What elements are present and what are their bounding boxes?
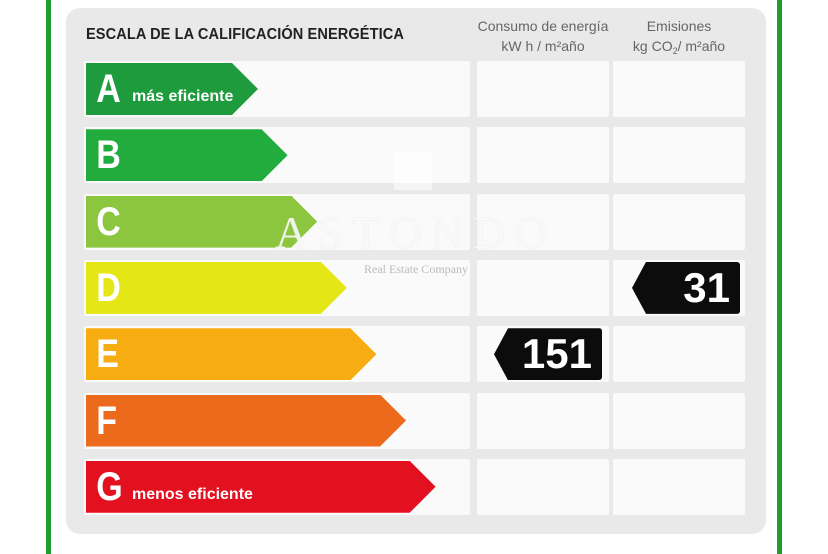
rating-row-e: E 151 bbox=[0, 326, 828, 383]
rating-row-c: C bbox=[0, 193, 828, 250]
rating-arrow-c: C bbox=[86, 196, 317, 248]
emissions-header: Emisiones kg CO2/ m²año bbox=[612, 16, 746, 61]
emissions-unit-sub: 2 bbox=[672, 46, 678, 56]
energy-value-cell bbox=[477, 127, 609, 184]
emissions-value-cell bbox=[613, 61, 745, 117]
rating-arrow-d: D bbox=[86, 262, 347, 314]
rating-row-b: B bbox=[0, 127, 828, 184]
rating-row-d: D 31 bbox=[0, 259, 828, 316]
emissions-value-cell bbox=[613, 326, 745, 383]
energy-rating-badge: 151 bbox=[494, 328, 602, 381]
rating-letter: D bbox=[96, 265, 121, 310]
rating-row-f: F bbox=[0, 392, 828, 449]
rating-note: más eficiente bbox=[132, 88, 234, 105]
scale-title: ESCALA DE LA CALIFICACIÓN ENERGÉTICA bbox=[86, 26, 404, 43]
emissions-header-line1: Emisiones bbox=[646, 18, 712, 34]
rating-arrow-e: E bbox=[86, 328, 376, 380]
emissions-unit-suffix: / m²año bbox=[677, 38, 726, 54]
rating-note: menos eficiente bbox=[132, 485, 253, 503]
emissions-rating-badge: 31 bbox=[632, 261, 740, 314]
rating-letter: C bbox=[96, 199, 121, 244]
rating-letter: E bbox=[96, 332, 119, 377]
energy-header-line2: kW h / m²año bbox=[501, 38, 585, 54]
rating-letter: G bbox=[96, 464, 123, 509]
emissions-value-cell bbox=[613, 458, 745, 515]
rating-letter: A bbox=[96, 67, 121, 111]
emissions-value-cell bbox=[613, 127, 745, 184]
rating-arrow-f: F bbox=[86, 395, 406, 447]
emissions-unit-prefix: kg CO bbox=[632, 38, 673, 54]
energy-value-cell bbox=[477, 392, 609, 449]
energy-value-cell bbox=[477, 259, 609, 316]
rating-letter: F bbox=[96, 398, 117, 443]
emissions-value-cell bbox=[613, 193, 745, 250]
energy-value-cell bbox=[477, 458, 609, 515]
energy-header-line1: Consumo de energía bbox=[477, 18, 609, 34]
emissions-header-line2: kg CO2/ m²año bbox=[612, 36, 746, 61]
rating-letter: B bbox=[96, 133, 121, 178]
rating-arrow-b: B bbox=[86, 129, 288, 181]
energy-value-cell bbox=[477, 61, 609, 117]
energy-consumption-header: Consumo de energía kW h / m²año bbox=[476, 16, 610, 56]
energy-value-cell bbox=[477, 193, 609, 250]
emissions-value-cell bbox=[613, 392, 745, 449]
